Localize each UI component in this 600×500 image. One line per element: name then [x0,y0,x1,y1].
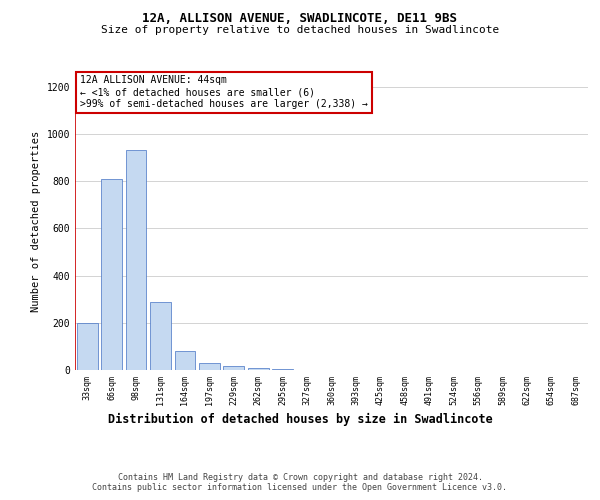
Bar [175,351,196,370]
Bar [125,150,146,370]
Text: 12A, ALLISON AVENUE, SWADLINCOTE, DE11 9BS: 12A, ALLISON AVENUE, SWADLINCOTE, DE11 9… [143,12,458,26]
Text: Contains HM Land Registry data © Crown copyright and database right 2024.: Contains HM Land Registry data © Crown c… [118,472,482,482]
Text: Contains public sector information licensed under the Open Government Licence v3: Contains public sector information licen… [92,484,508,492]
Bar [101,179,122,370]
Bar [150,302,171,370]
Bar [248,368,269,370]
Bar [199,363,220,370]
Text: Distribution of detached houses by size in Swadlincote: Distribution of detached houses by size … [107,412,493,426]
Bar [77,323,98,370]
Y-axis label: Number of detached properties: Number of detached properties [31,130,41,312]
Bar [223,366,244,370]
Text: 12A ALLISON AVENUE: 44sqm
← <1% of detached houses are smaller (6)
>99% of semi-: 12A ALLISON AVENUE: 44sqm ← <1% of detac… [80,76,368,108]
Bar [272,369,293,370]
Text: Size of property relative to detached houses in Swadlincote: Size of property relative to detached ho… [101,25,499,35]
